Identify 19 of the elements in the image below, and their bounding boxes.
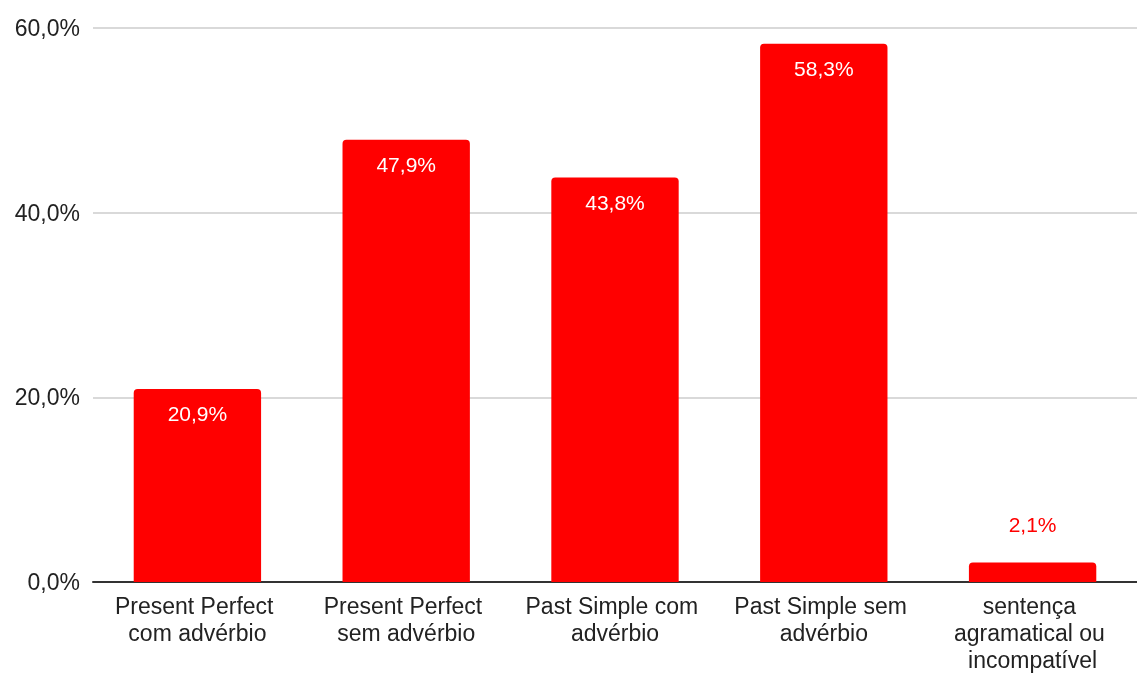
x-tick-label: Present Perfect com advérbio bbox=[114, 592, 280, 646]
x-tick-label: Present Perfect sem advérbio bbox=[323, 592, 489, 646]
data-label: 2,1% bbox=[1008, 512, 1057, 536]
x-tick-label: Past Simple sem advérbio bbox=[734, 592, 914, 646]
bar bbox=[551, 177, 679, 582]
y-tick-label: 20,0% bbox=[14, 384, 80, 411]
bar bbox=[968, 562, 1097, 582]
data-label: 58,3% bbox=[794, 56, 854, 80]
bar bbox=[133, 389, 262, 582]
data-label: 43,8% bbox=[585, 190, 645, 214]
y-tick-label: 0,0% bbox=[27, 569, 80, 595]
x-tick-label: sentença agramatical ou incompatível bbox=[953, 592, 1112, 673]
data-label: 20,9% bbox=[167, 402, 228, 426]
y-tick-label: 40,0% bbox=[14, 199, 80, 226]
bar bbox=[342, 139, 470, 582]
bar bbox=[760, 43, 888, 582]
x-tick-label: Past Simple com advérbio bbox=[525, 592, 705, 646]
y-tick-label: 60,0% bbox=[14, 15, 80, 41]
data-label: 47,9% bbox=[376, 152, 436, 176]
